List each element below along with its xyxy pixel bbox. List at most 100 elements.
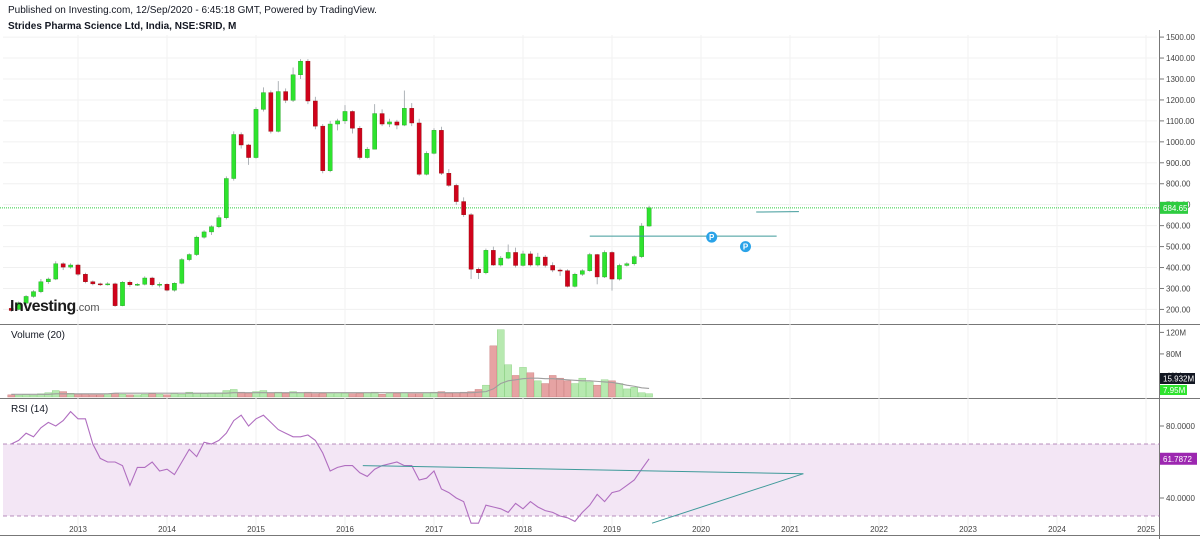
volume-bar-up bbox=[14, 395, 23, 398]
candle-up bbox=[194, 236, 199, 255]
volume-bar-up bbox=[289, 391, 297, 398]
volume-bar-down bbox=[408, 393, 416, 398]
volume-bar-up bbox=[519, 367, 527, 398]
price-tick-label: 1100.00 bbox=[1166, 117, 1195, 126]
candle-down bbox=[320, 125, 326, 171]
price-tick-label: 300.00 bbox=[1166, 284, 1191, 293]
event-badge bbox=[740, 241, 751, 253]
candle-up bbox=[387, 121, 392, 125]
volume-ma-label: 15.932M bbox=[1163, 375, 1194, 384]
volume-bar-down bbox=[593, 384, 601, 398]
time-tick-label: 2022 bbox=[870, 525, 888, 534]
candle-up bbox=[231, 134, 237, 179]
volume-bar-up bbox=[363, 392, 371, 398]
volume-bar-down bbox=[89, 394, 97, 398]
candle-up bbox=[16, 302, 21, 310]
time-tick-label: 2018 bbox=[514, 525, 532, 534]
candle-up bbox=[31, 291, 36, 297]
volume-bar-down bbox=[356, 393, 364, 398]
volume-last-label: 7.95M bbox=[1163, 386, 1186, 395]
candle-up bbox=[602, 252, 607, 278]
candle-up bbox=[327, 123, 333, 171]
volume-bar-up bbox=[141, 394, 149, 398]
price-tick-label: 600.00 bbox=[1166, 222, 1191, 231]
candle-down bbox=[468, 214, 474, 270]
volume-bar-down bbox=[541, 383, 549, 398]
candle-up bbox=[520, 253, 526, 266]
candle-up bbox=[402, 108, 407, 126]
volume-bar-up bbox=[497, 329, 505, 398]
volume-tick-label: 120M bbox=[1166, 328, 1186, 337]
time-tick-label: 2025 bbox=[1137, 525, 1155, 534]
candle-up bbox=[179, 259, 185, 284]
volume-bar-down bbox=[244, 393, 253, 398]
volume-bar-up bbox=[178, 394, 186, 398]
candle-up bbox=[261, 92, 266, 110]
volume-bar-down bbox=[281, 393, 290, 398]
volume-bar-up bbox=[185, 391, 193, 398]
volume-bar-down bbox=[489, 345, 498, 398]
candle-up bbox=[580, 270, 585, 275]
volume-bar-down bbox=[563, 380, 572, 398]
volume-bar-up bbox=[118, 394, 127, 398]
rsi-tick-label: 40.0000 bbox=[1166, 494, 1195, 503]
candle-down bbox=[409, 108, 415, 124]
last-price-label: 684.65 bbox=[1163, 204, 1188, 213]
candle-down bbox=[350, 111, 355, 129]
candle-down bbox=[594, 254, 600, 278]
price-tick-label: 1000.00 bbox=[1166, 138, 1195, 147]
volume-bar-up bbox=[400, 392, 409, 398]
candle-down bbox=[439, 130, 444, 174]
candle-up bbox=[186, 254, 192, 260]
volume-bar-down bbox=[7, 394, 15, 398]
candle-up bbox=[53, 263, 59, 280]
candle-up bbox=[253, 109, 259, 158]
candle-up bbox=[572, 274, 578, 287]
candle-up bbox=[431, 130, 437, 154]
volume-bar-up bbox=[534, 380, 542, 398]
candle-up bbox=[483, 250, 489, 273]
candle-up bbox=[290, 74, 296, 101]
candle-down bbox=[112, 283, 118, 306]
volume-bar-down bbox=[445, 393, 453, 398]
candle-up bbox=[364, 148, 370, 158]
volume-bar-down bbox=[311, 393, 320, 398]
price-tick-label: 900.00 bbox=[1166, 159, 1191, 168]
volume-bar-up bbox=[296, 392, 305, 398]
candle-up bbox=[298, 60, 303, 76]
candle-down bbox=[164, 284, 170, 291]
candle-down bbox=[461, 201, 466, 215]
volume-bar-down bbox=[96, 394, 104, 398]
price-tick-label: 200.00 bbox=[1166, 305, 1191, 314]
candle-up bbox=[639, 225, 644, 257]
volume-bar-up bbox=[333, 392, 342, 398]
volume-bar-down bbox=[548, 375, 557, 398]
candle-down bbox=[528, 253, 533, 266]
investing-logo: Investing.com bbox=[10, 298, 100, 315]
event-badge-label: P bbox=[743, 243, 749, 252]
candle-up bbox=[275, 91, 281, 132]
rsi-band bbox=[3, 444, 1159, 516]
candle-down bbox=[609, 252, 615, 280]
volume-bar-down bbox=[378, 394, 386, 398]
volume-bar-down bbox=[163, 394, 171, 398]
time-tick-label: 2017 bbox=[425, 525, 443, 534]
candle-up bbox=[172, 283, 177, 291]
candle-up bbox=[224, 178, 229, 218]
rsi-pane-label: RSI (14) bbox=[11, 404, 49, 415]
volume-bar-up bbox=[155, 394, 164, 398]
candle-up bbox=[624, 263, 630, 266]
rsi-line bbox=[11, 410, 650, 524]
price-tick-label: 1200.00 bbox=[1166, 96, 1195, 105]
candle-down bbox=[557, 269, 563, 272]
rsi-tick-label: 80.0000 bbox=[1166, 422, 1195, 431]
volume-tick-label: 80M bbox=[1166, 350, 1182, 359]
candle-down bbox=[453, 185, 459, 202]
volume-bar-down bbox=[452, 392, 460, 398]
volume-ma-line bbox=[11, 377, 650, 395]
candle-up bbox=[157, 284, 162, 286]
candle-down bbox=[127, 281, 133, 285]
volume-bar-up bbox=[623, 388, 631, 398]
rsi-trend-line bbox=[362, 465, 804, 475]
